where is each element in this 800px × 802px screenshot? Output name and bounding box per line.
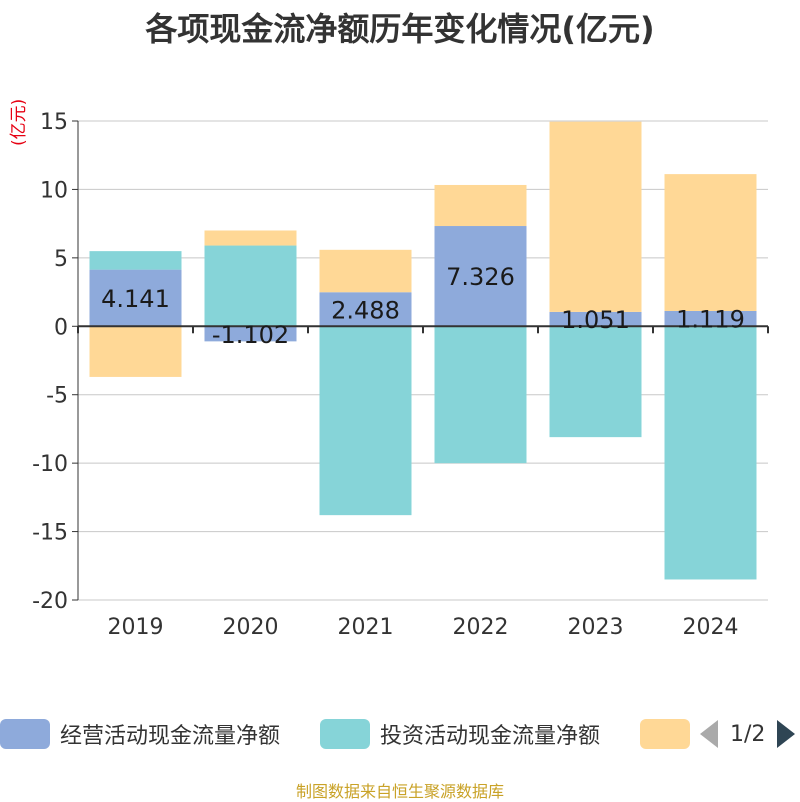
data-label: 2.488 [331,296,400,324]
legend-label-operating: 经营活动现金流量净额 [60,724,281,749]
data-label: 1.119 [676,306,745,334]
y-tick-label: -10 [32,452,68,477]
data-label: 4.141 [101,285,170,313]
legend-pager: 1/2 [700,716,796,752]
data-label: 1.051 [561,306,630,334]
bar-2021-series-1 [319,326,412,516]
legend-swatch-financing [640,719,690,749]
bar-2024-series-2 [664,174,757,311]
bar-2022-series-2 [434,184,527,227]
bar-2021-series-2 [319,249,412,293]
y-tick-label: 0 [54,315,68,340]
x-tick-label: 2024 [683,615,739,640]
y-tick-label: -5 [46,384,68,409]
legend-swatch-operating [0,719,50,749]
y-axis-unit-label: (亿元) [9,98,29,146]
x-tick-label: 2023 [568,615,624,640]
bar-2019-series-1 [89,251,182,270]
y-tick-label: 5 [54,247,68,272]
bar-2020-series-0 [204,326,297,342]
legend-prev-page-icon[interactable] [700,720,718,748]
legend-page-indicator: 1/2 [730,721,766,747]
bar-2020-series-2 [204,230,297,246]
legend: 经营活动现金流量净额 投资活动现金流量净额 1/2 [0,716,800,752]
data-label: 7.326 [446,263,515,291]
bar-2023-series-0 [549,311,642,327]
legend-next-page-icon[interactable] [777,720,796,748]
legend-item-financing[interactable] [640,716,690,752]
bar-2021-series-0 [319,292,412,327]
y-tick-label: 15 [40,110,68,135]
bar-2023-series-1 [549,326,642,438]
x-tick-label: 2019 [108,615,164,640]
legend-item-investing[interactable]: 投资活动现金流量净额 [320,716,600,752]
y-tick-label: -15 [32,521,68,546]
bar-2022-series-0 [434,226,527,327]
x-tick-label: 2022 [453,615,509,640]
legend-label-investing: 投资活动现金流量净额 [380,724,601,749]
chart-title: 各项现金流净额历年变化情况(亿元) [145,10,655,48]
legend-swatch-investing [320,719,370,749]
x-tick-label: 2020 [223,615,279,640]
bar-2019-series-2 [89,326,182,377]
bar-2020-series-1 [204,245,297,327]
bar-2024-series-1 [664,326,757,580]
data-label: -1.102 [212,321,289,349]
legend-item-operating[interactable]: 经营活动现金流量净额 [0,716,280,752]
bar-2019-series-0 [89,269,182,327]
y-tick-label: -20 [32,589,68,614]
y-tick-label: 10 [40,178,68,203]
bar-2024-series-0 [664,310,757,327]
bar-2022-series-1 [434,326,527,464]
data-source-note: 制图数据来自恒生聚源数据库 [295,782,504,801]
bar-2023-series-2 [549,121,642,312]
x-tick-label: 2021 [338,615,394,640]
